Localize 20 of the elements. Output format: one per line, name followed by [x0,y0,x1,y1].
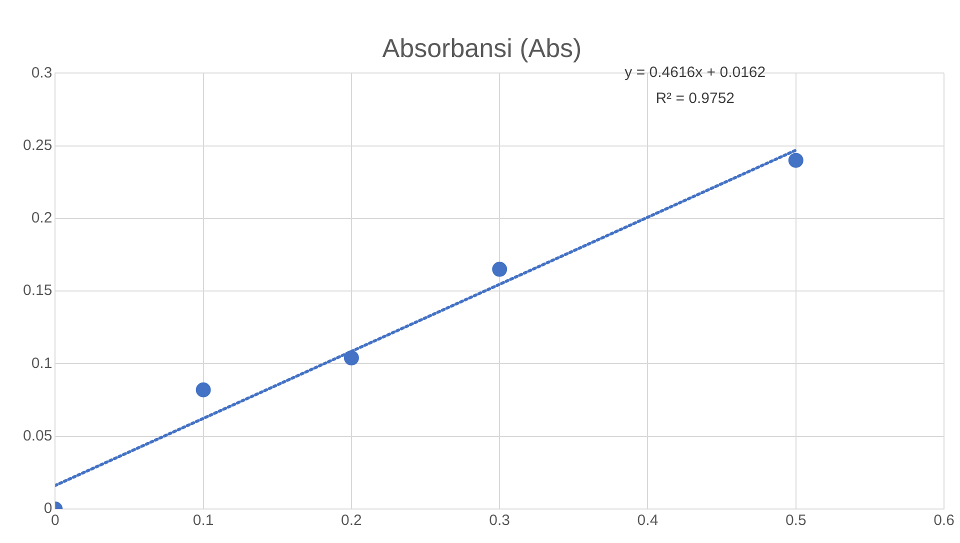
x-tick-label: 0.1 [192,512,214,530]
y-tick-label: 0.3 [31,64,52,82]
x-tick-label: 0.2 [341,512,362,530]
x-tick-label: 0.5 [785,512,806,530]
point [492,262,508,277]
point [344,350,359,366]
y-tick-label: 0.25 [22,136,52,154]
x-tick-label: 0.4 [637,512,658,530]
chart-title: Absorbansi (Abs) [382,32,582,63]
y-tick-label: 0.2 [31,210,52,227]
y-tick-label: 0.1 [31,354,52,372]
point [196,382,211,398]
annotation: R² = 0.9752 [656,90,735,107]
x-tick-label: 0.3 [489,512,510,530]
y-tick-label: 0.15 [22,282,52,300]
point [788,152,804,168]
x-tick-label: 0.6 [934,512,954,530]
y-tick-label: 0 [44,500,52,518]
annotation: y = 0.4616x + 0.0162 [624,64,766,81]
y-tick-label: 0.05 [22,428,52,445]
